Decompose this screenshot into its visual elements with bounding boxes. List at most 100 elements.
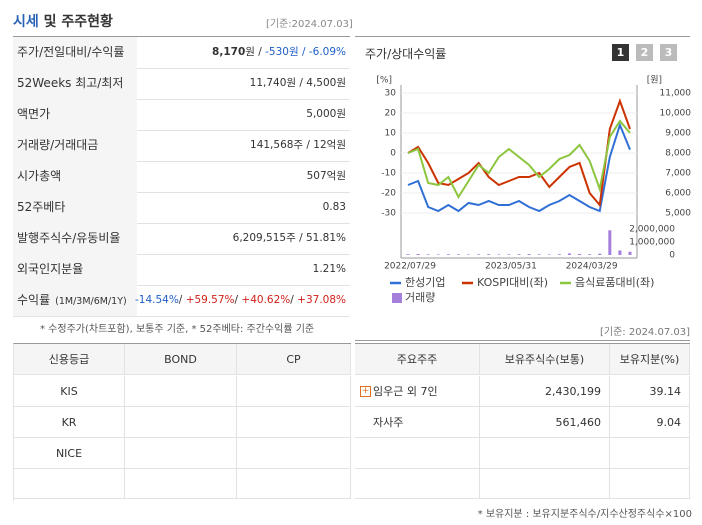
header-cell: 주요주주: [355, 344, 480, 375]
row-value: 0.83: [323, 192, 346, 223]
header-cell: BOND: [125, 344, 237, 375]
summary-row: 거래량/거래대금 141,568주 / 12억원: [13, 130, 350, 162]
cell: KR: [14, 407, 125, 438]
y-tick-label: -10: [381, 169, 396, 179]
row-label: 외국인지분율: [13, 254, 137, 285]
expand-icon[interactable]: +: [360, 386, 371, 397]
y3-tick-label: 1,000,000: [629, 238, 675, 248]
cell: NICE: [14, 438, 125, 469]
tab[interactable]: 2: [636, 44, 653, 61]
header-cell: CP: [237, 344, 351, 375]
value-part: 0.83: [322, 201, 346, 213]
volume-bar: [588, 254, 592, 255]
y-tick-label: 20: [385, 109, 397, 119]
volume-bar: [598, 253, 602, 255]
summary-row: 52주베타 0.83: [13, 192, 350, 224]
row-value: 141,568주 / 12억원: [250, 130, 346, 161]
summary-row: 주가/전일대비/수익률 8,170원 / -530원 / -6.09%: [13, 37, 350, 69]
y-tick-label: 0: [390, 149, 396, 159]
cell: [125, 407, 237, 438]
value-part: +59.57%: [185, 294, 235, 306]
value-part: / -6.09%: [298, 46, 346, 58]
cell: 자사주: [355, 407, 480, 438]
header-cell: 보유주식수(보통): [480, 344, 610, 375]
volume-bar: [446, 254, 450, 255]
cell: [125, 469, 237, 499]
row-value: 507억원: [307, 161, 346, 192]
header-cell: 신용등급: [14, 344, 125, 375]
chart-title: 주가/상대수익률: [365, 47, 447, 61]
label: 외국인지분율: [17, 262, 84, 276]
cell: 561,460: [480, 407, 610, 438]
volume-bar: [426, 254, 430, 255]
rule: [355, 340, 690, 341]
cell: 39.14: [610, 376, 690, 407]
x-tick-label: 2023/05/31: [485, 262, 537, 272]
value-part: /: [290, 294, 298, 306]
volume-bar: [487, 254, 491, 255]
cell: [355, 469, 480, 499]
summary-row: 액면가 5,000원: [13, 99, 350, 131]
value-part: 6,209,515주 / 51.81%: [232, 232, 346, 244]
y2-tick-label: 7,000: [665, 169, 691, 179]
label: 52주베타: [17, 200, 66, 214]
value-part: +37.08%: [297, 294, 346, 306]
y-tick-label: 10: [385, 129, 397, 139]
title-highlight: 시세: [13, 14, 39, 30]
row-value: 5,000원: [306, 99, 346, 130]
y2-tick-label: 9,000: [665, 129, 691, 139]
row-value: 8,170원 / -530원 / -6.09%: [212, 37, 346, 68]
cell: 2,430,199: [480, 376, 610, 407]
cell: [237, 438, 351, 469]
value-part: /: [234, 294, 242, 306]
date: [기준:2024.07.03]: [266, 19, 353, 30]
x-tick-label: 2022/07/29: [384, 262, 436, 272]
label-small: (1M/3M/6M/1Y): [55, 296, 127, 307]
row-label: 액면가: [13, 99, 137, 130]
volume-bar: [436, 254, 440, 255]
volume-bar: [416, 253, 420, 255]
cell: [125, 438, 237, 469]
tab[interactable]: 1: [612, 44, 629, 61]
volume-bar: [557, 254, 561, 255]
value-part: 507억원: [306, 170, 346, 182]
cell: [237, 469, 351, 499]
value-part: 8,170: [212, 46, 246, 58]
tab[interactable]: 3: [660, 44, 677, 61]
volume-bar: [406, 254, 410, 255]
label: 액면가: [17, 107, 51, 121]
chart-date: [기준: 2024.07.03]: [600, 327, 691, 338]
volume-bar: [547, 254, 551, 255]
label: 발행주식수/유동비율: [17, 231, 121, 245]
value-part: -14.54%: [134, 294, 179, 306]
row-label: 수익률 (1M/3M/6M/1Y): [13, 285, 137, 316]
y-tick-label: -30: [381, 209, 396, 219]
label: 주가/전일대비/수익률: [17, 45, 125, 59]
volume-bar: [507, 254, 511, 255]
y2-tick-label: 8,000: [665, 149, 691, 159]
cell: 임우근 외 7인: [355, 376, 480, 407]
y2-tick-label: 6,000: [665, 189, 691, 199]
volume-bar: [456, 254, 460, 255]
summary-row: 수익률 (1M/3M/6M/1Y) -14.54%/ +59.57%/ +40.62…: [13, 285, 350, 317]
volume-bar: [608, 230, 612, 255]
label: 거래량/거래대금: [17, 138, 99, 152]
footnote: * 수정주가(차트포함), 보통주 기준, * 52주베타: 주간수익률 기준: [40, 324, 315, 335]
cell: [610, 438, 690, 469]
label: 52Weeks 최고/최저: [17, 76, 124, 90]
x-tick-label: 2024/03/29: [566, 262, 618, 272]
cell: [237, 407, 351, 438]
line-series: [407, 119, 631, 200]
summary-row: 52Weeks 최고/최저 11,740원 / 4,500원: [13, 68, 350, 100]
row-value: 11,740원 / 4,500원: [250, 68, 346, 99]
row-label: 주가/전일대비/수익률: [13, 37, 137, 68]
row-value: -14.54%/ +59.57%/ +40.62%/ +37.08%: [135, 285, 346, 316]
row-label: 거래량/거래대금: [13, 130, 137, 161]
header-cell: 보유지분(%): [610, 344, 690, 375]
y-tick-label: 30: [385, 89, 397, 99]
y2-tick-label: 5,000: [665, 209, 691, 219]
value-part: -530원: [265, 46, 299, 58]
value-part: 원 /: [245, 46, 266, 58]
row-label: 52Weeks 최고/최저: [13, 68, 137, 99]
